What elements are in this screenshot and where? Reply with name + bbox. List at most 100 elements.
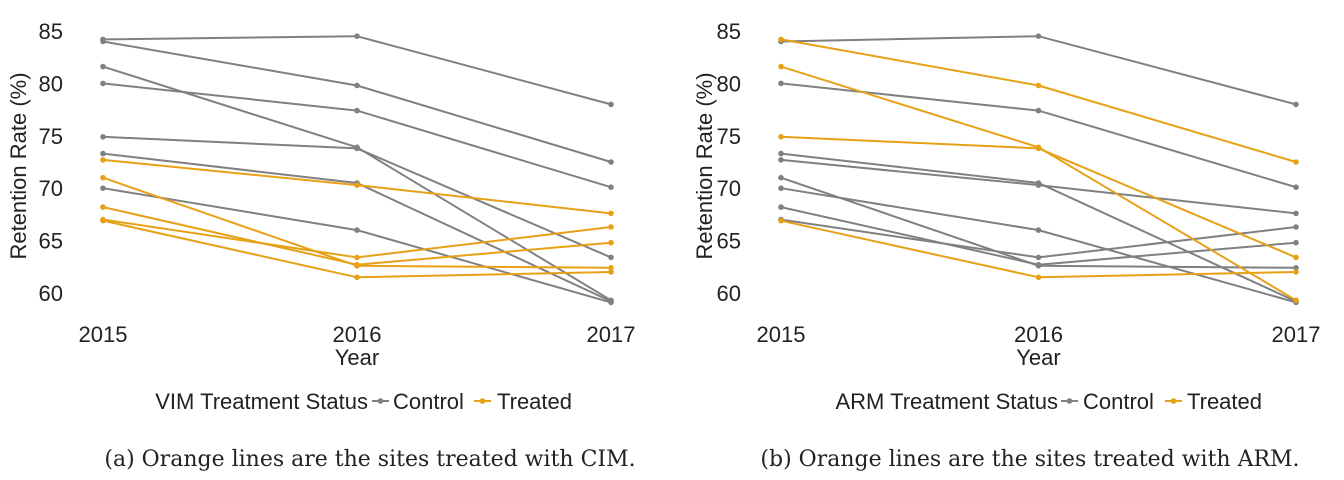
series-line-treated bbox=[778, 36, 1299, 165]
data-point bbox=[1293, 239, 1299, 246]
x-tick-label: 2015 bbox=[757, 322, 806, 347]
x-tick-label: 2015 bbox=[79, 322, 128, 347]
x-tick-label: 2016 bbox=[333, 322, 382, 347]
data-point bbox=[354, 82, 360, 89]
data-point bbox=[100, 157, 106, 163]
data-point bbox=[778, 174, 784, 181]
data-point bbox=[778, 185, 784, 191]
data-point bbox=[1293, 101, 1299, 108]
data-point bbox=[100, 174, 106, 181]
y-tick-label: 85 bbox=[39, 19, 63, 44]
series-path bbox=[780, 38, 1297, 163]
data-point bbox=[778, 63, 784, 70]
data-point bbox=[608, 101, 614, 108]
data-point bbox=[1293, 224, 1299, 230]
y-tick-label: 65 bbox=[39, 229, 63, 254]
legend-key-control: Control bbox=[372, 389, 464, 414]
data-point bbox=[778, 36, 784, 43]
legend: VIM Treatment Status Control Treated bbox=[155, 389, 572, 414]
data-point bbox=[354, 261, 360, 268]
data-point bbox=[354, 145, 360, 152]
series-path bbox=[102, 82, 612, 189]
legend-key-control: Control bbox=[1061, 389, 1154, 414]
data-point bbox=[1035, 274, 1042, 281]
data-point bbox=[100, 185, 106, 191]
data-point bbox=[608, 254, 614, 261]
series-line-control bbox=[778, 80, 1299, 190]
data-point bbox=[100, 63, 106, 70]
y-tick-label: 85 bbox=[717, 19, 741, 44]
data-point bbox=[1035, 33, 1042, 39]
legend-title: ARM Treatment Status bbox=[835, 389, 1058, 414]
y-tick-label: 80 bbox=[717, 71, 741, 96]
legend-key-treated: Treated bbox=[1165, 389, 1262, 414]
series-line-control bbox=[100, 185, 614, 306]
series-line-control bbox=[778, 33, 1299, 108]
data-point bbox=[608, 265, 614, 271]
legend-swatch-dot bbox=[479, 398, 486, 404]
data-point bbox=[778, 204, 784, 210]
data-point bbox=[354, 254, 360, 261]
series-line-control bbox=[100, 33, 614, 108]
series-line-control bbox=[100, 80, 614, 190]
figure-caption: (b) Orange lines are the sites treated w… bbox=[760, 447, 1299, 472]
legend-title: VIM Treatment Status bbox=[155, 389, 368, 414]
x-tick-label: 2017 bbox=[587, 322, 636, 347]
y-tick-label: 65 bbox=[717, 229, 741, 254]
data-point bbox=[1035, 227, 1042, 233]
data-point bbox=[354, 182, 360, 188]
legend-key-treated: Treated bbox=[474, 389, 572, 414]
legend-label-control: Control bbox=[393, 389, 464, 414]
data-point bbox=[778, 217, 784, 224]
series-path bbox=[780, 135, 1297, 259]
x-tick-label: 2017 bbox=[1272, 322, 1321, 347]
data-point bbox=[1293, 254, 1299, 261]
series-line-control bbox=[778, 157, 1299, 217]
data-point bbox=[100, 217, 106, 224]
data-point bbox=[100, 150, 106, 157]
y-tick-label: 60 bbox=[39, 281, 63, 306]
x-axis-label: Year bbox=[1016, 345, 1060, 370]
data-point bbox=[1293, 297, 1299, 304]
x-tick-label: 2016 bbox=[1014, 322, 1063, 347]
series-line-treated bbox=[100, 217, 614, 281]
data-point bbox=[100, 204, 106, 210]
y-tick-label: 80 bbox=[39, 71, 63, 96]
series-line-treated bbox=[778, 217, 1299, 281]
y-tick-label: 60 bbox=[717, 281, 741, 306]
panel-a: 60 65 70 75 80 85 2015 2016 2017 Year Retention Ra… bbox=[6, 19, 636, 472]
data-point bbox=[354, 33, 360, 39]
data-point bbox=[608, 224, 614, 230]
data-point bbox=[778, 80, 784, 87]
data-point bbox=[778, 157, 784, 163]
data-point bbox=[1035, 107, 1042, 114]
y-tick-label: 75 bbox=[717, 124, 741, 149]
data-point bbox=[1035, 145, 1042, 152]
data-point bbox=[354, 274, 360, 281]
data-point bbox=[1293, 184, 1299, 190]
series-line-treated bbox=[778, 134, 1299, 261]
x-axis-label: Year bbox=[335, 345, 379, 370]
data-point bbox=[1035, 254, 1042, 261]
legend-swatch-dot bbox=[1170, 398, 1177, 404]
data-point bbox=[608, 239, 614, 246]
series-path bbox=[102, 40, 612, 163]
y-tick-label: 75 bbox=[39, 124, 63, 149]
data-point bbox=[608, 184, 614, 190]
series-line-treated bbox=[100, 157, 614, 217]
data-point bbox=[1035, 182, 1042, 188]
series-path bbox=[780, 82, 1297, 189]
data-point bbox=[1035, 261, 1042, 268]
data-point bbox=[1035, 82, 1042, 89]
series-line-treated bbox=[100, 204, 614, 268]
series-path bbox=[780, 35, 1297, 106]
legend-label-treated: Treated bbox=[1187, 389, 1262, 414]
series-line-control bbox=[100, 38, 614, 165]
data-point bbox=[1293, 159, 1299, 165]
panel-b: 60 65 70 75 80 85 2015 2016 2017 Year Retention Ra… bbox=[692, 19, 1320, 472]
data-point bbox=[778, 134, 784, 140]
y-tick-label: 70 bbox=[717, 176, 741, 201]
data-point bbox=[354, 227, 360, 233]
figure-caption: (a) Orange lines are the sites treated w… bbox=[104, 447, 635, 472]
